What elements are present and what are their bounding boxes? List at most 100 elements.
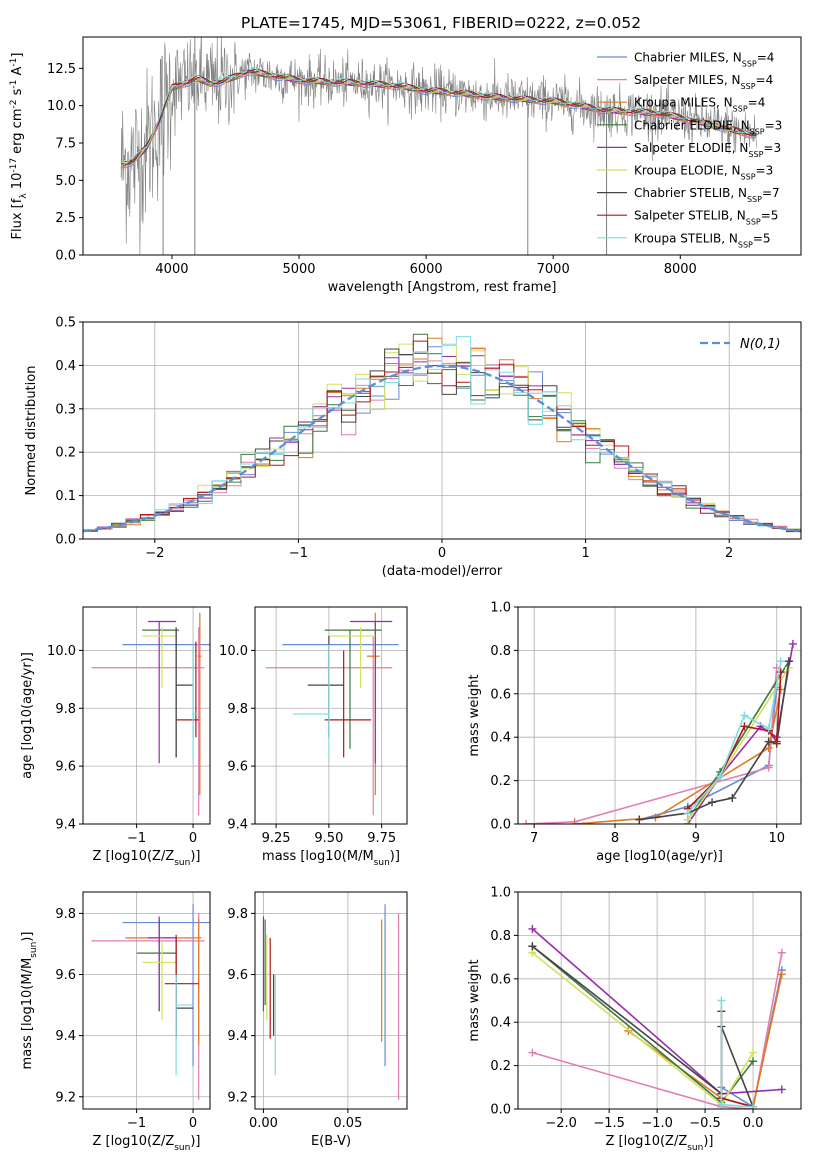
y-tick-label: 9.4 [55, 818, 76, 833]
legend-text: Kroupa STELIB, N [634, 231, 738, 245]
x-tick-label: 10 [768, 831, 785, 846]
y-tick-label: 0.0 [490, 818, 511, 833]
x-tick-label: 0 [189, 831, 197, 846]
legend-subscript: SSP [738, 240, 753, 249]
y-tick-label: 9.6 [227, 968, 248, 983]
axes-frame [82, 606, 211, 825]
label-part: mass [log10(M/M [262, 849, 374, 864]
legend-label: Kroupa STELIB, NSSP=5 [634, 231, 771, 249]
legend-subscript: SSP [750, 127, 765, 136]
x-tick-label: 6000 [410, 262, 443, 277]
y-tick-label: 0.3 [55, 402, 76, 417]
plus-marker [716, 772, 725, 781]
plot-area [265, 612, 399, 816]
mass-weight-line [639, 687, 778, 821]
label-part: )] [190, 1134, 200, 1149]
y-tick-label: 0.2 [490, 1059, 511, 1074]
y-axis-label: Flux [fλ 10-17 erg cm-2 s-1 A-1] [9, 53, 29, 240]
plus-marker [740, 722, 749, 731]
y-tick-label: 0.6 [490, 972, 511, 987]
legend-label: Kroupa MILES, NSSP=4 [634, 96, 765, 114]
legend-text: Salpeter ELODIE, N [634, 141, 748, 155]
x-tick-label: 9 [692, 831, 700, 846]
age-vs-metallicity-panel: −1 0 9.4 9.6 9.8 10.0 Z [log10(Z/Zsun)] age [lo… [20, 606, 211, 868]
mass-vs-metallicity-panel: −1 09.29.49.69.8Z [log10(Z/Zsun)]mass [lo… [20, 891, 211, 1153]
plot-area [91, 904, 210, 1100]
label-superscript: -2 [9, 100, 19, 109]
legend-text: Kroupa ELODIE, N [634, 164, 741, 178]
mass-weight-line [526, 667, 778, 824]
axes-frame [82, 891, 211, 1110]
legend-label: Salpeter MILES, NSSP=4 [634, 73, 773, 91]
y-tick-label: 0.4 [55, 359, 76, 374]
y-axis-label: Normed distribution [24, 366, 39, 496]
y-tick-label: 9.4 [227, 1029, 248, 1044]
axes-frame [254, 606, 408, 825]
y-tick-label: 0.0 [55, 533, 76, 548]
label-part: E(B-V) [311, 1134, 351, 1149]
y-tick-label: 0.4 [490, 1016, 511, 1031]
legend-label: Salpeter ELODIE, NSSP=3 [634, 141, 781, 159]
y-tick-label: 9.8 [55, 702, 76, 717]
legend-subscript: SSP [741, 172, 756, 181]
legend-label: Chabrier STELIB, NSSP=7 [634, 186, 780, 204]
mass-weight-line [532, 952, 783, 1109]
label-subscript: λ [19, 193, 29, 199]
plot-area [91, 612, 210, 816]
label-part: age [log10(age/yr)] [596, 849, 723, 864]
mass-weight-line [531, 952, 754, 1106]
x-tick-label: 7 [530, 831, 538, 846]
x-tick-label: 1 [581, 546, 589, 561]
y-tick-label: 9.6 [55, 760, 76, 775]
y-axis-label: mass [log10(M/Msun)] [20, 932, 39, 1070]
label-part: erg cm [10, 108, 25, 157]
model-spectrum-line [120, 67, 757, 167]
x-tick-label: −2.0 [545, 1116, 577, 1131]
y-tick-label: 9.8 [227, 907, 248, 922]
plus-marker [749, 1102, 758, 1109]
mass-weight-vs-metallicity-panel: −2.0 −1.5 −1.0 −0.5 0.0 0.0 0.2 0.4 0.6 0.8 1.0 Z [… [467, 886, 802, 1153]
x-tick-label: 0.0 [743, 1116, 764, 1131]
x-tick-label: −1 [289, 546, 308, 561]
y-tick-label: 0.2 [55, 446, 76, 461]
legend-text: Salpeter MILES, N [634, 73, 741, 87]
plot-area [262, 904, 400, 1100]
legend-text: =3 [765, 118, 783, 132]
legend-subscript: SSP [733, 104, 748, 113]
plus-marker [777, 970, 786, 979]
x-axis-label: (data-model)/error [382, 564, 503, 579]
plus-marker [764, 737, 773, 746]
y-tick-label: 10.0 [219, 644, 248, 659]
plot-area [83, 333, 801, 539]
plus-marker [728, 793, 737, 802]
axes-frame [517, 891, 802, 1110]
y-tick-label: 2.5 [55, 211, 76, 226]
label-subscript: sun [174, 858, 190, 868]
y-tick-label: 12.5 [47, 62, 76, 77]
y-tick-label: 0.0 [55, 249, 76, 264]
x-tick-label: −1 [127, 1116, 146, 1131]
plus-marker [777, 1085, 786, 1094]
y-tick-label: 0.5 [55, 316, 76, 331]
plus-marker [788, 639, 797, 648]
y-tick-label: 0.8 [490, 929, 511, 944]
plus-marker [784, 657, 793, 666]
x-tick-label: −1.0 [641, 1116, 673, 1131]
label-subscript: sun [174, 1143, 190, 1153]
legend-text: Salpeter STELIB, N [634, 209, 746, 223]
plot-area [522, 639, 797, 824]
plus-marker [740, 711, 749, 720]
label-part: A [10, 66, 25, 79]
x-tick-label: 4000 [155, 262, 188, 277]
legend-label: Kroupa ELODIE, NSSP=3 [634, 164, 773, 182]
mass-vs-reddening-panel: 0.00 0.05 9.2 9.4 9.6 9.8 E(B-V) [227, 891, 408, 1149]
x-tick-label: 9.75 [367, 831, 396, 846]
label-superscript: -1 [9, 58, 19, 67]
label-part: Z [log10(Z/Z [93, 1134, 175, 1149]
y-tick-label: 1.0 [490, 886, 511, 901]
plus-marker [764, 763, 773, 772]
label-superscript: -17 [9, 158, 19, 173]
label-part: Flux [f [10, 198, 25, 239]
label-part: )] [703, 1134, 713, 1149]
plus-marker [635, 815, 644, 824]
